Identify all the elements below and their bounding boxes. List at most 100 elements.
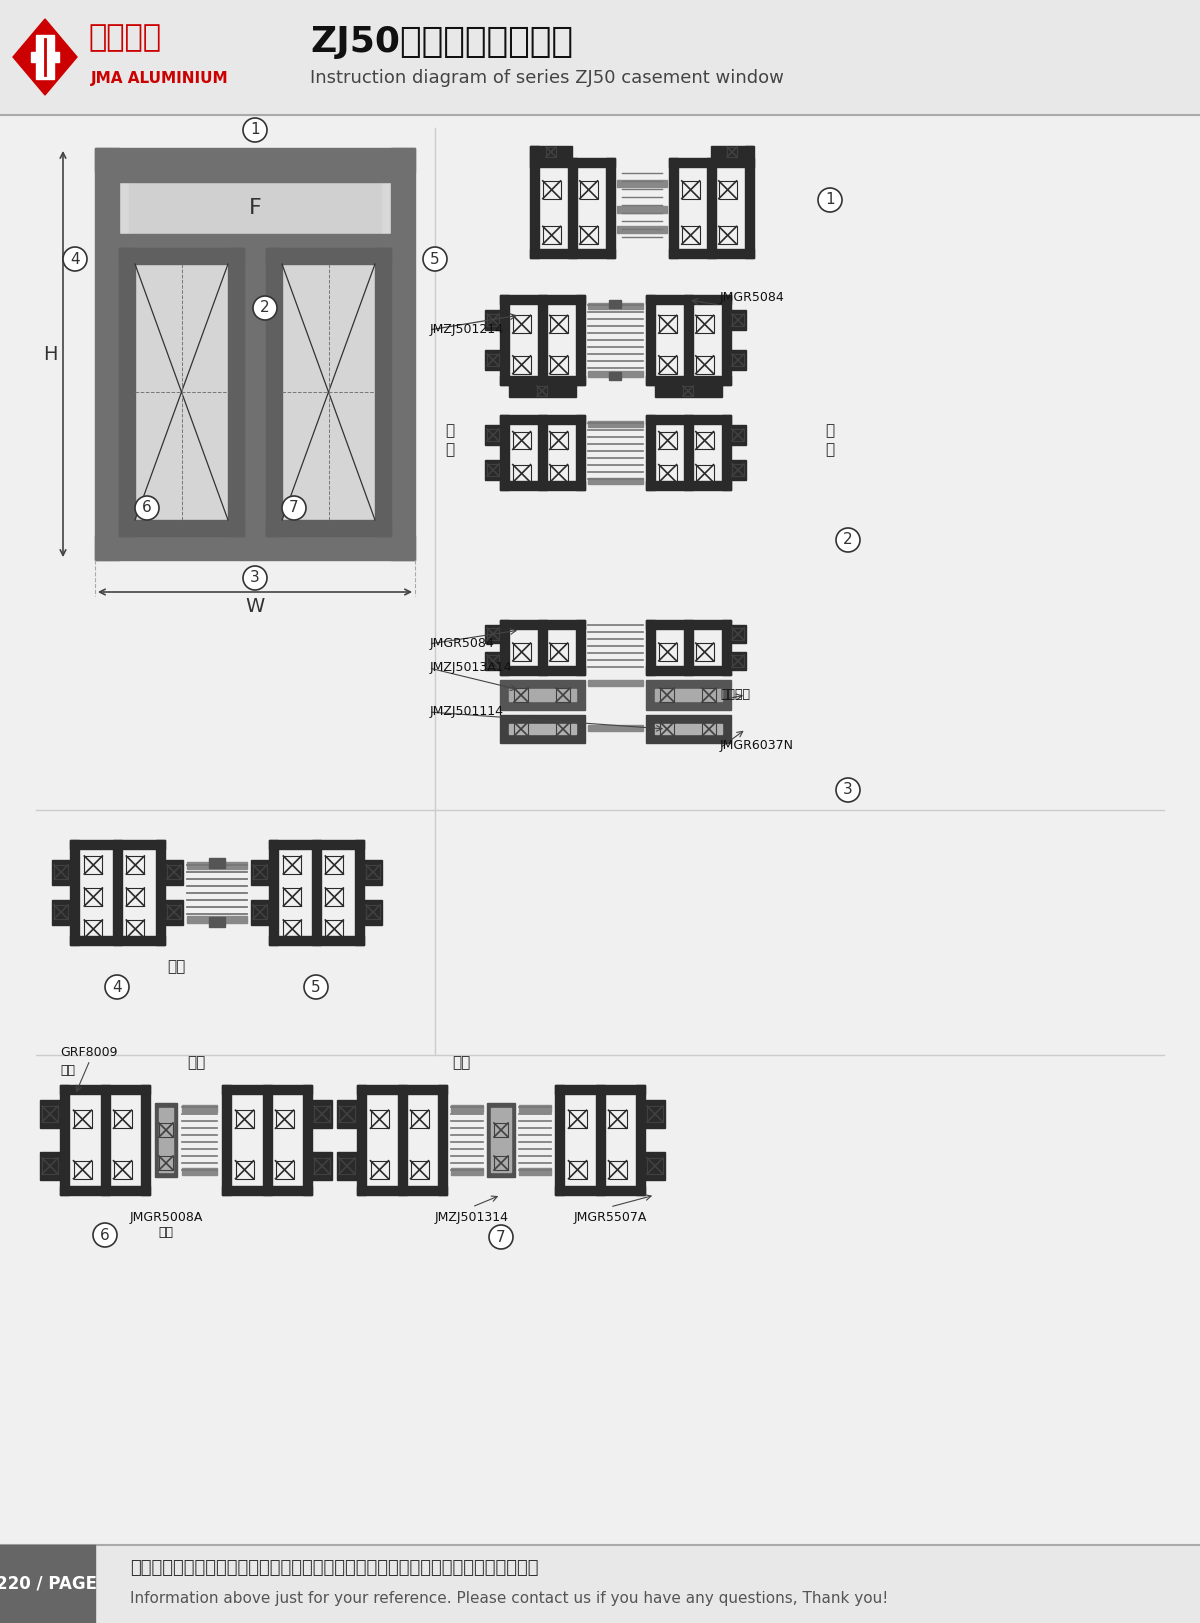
- Bar: [119, 248, 244, 265]
- Bar: [588, 479, 643, 484]
- Bar: [576, 415, 586, 490]
- Bar: [52, 901, 70, 925]
- Bar: [371, 1110, 389, 1128]
- Bar: [646, 620, 731, 630]
- Text: 角码: 角码: [158, 1227, 174, 1240]
- Bar: [731, 459, 746, 480]
- Bar: [646, 665, 731, 675]
- Bar: [696, 315, 714, 333]
- Bar: [276, 1160, 294, 1178]
- Bar: [101, 1086, 110, 1195]
- Bar: [647, 1105, 662, 1121]
- Bar: [608, 1110, 626, 1128]
- Bar: [550, 315, 568, 333]
- Bar: [500, 680, 586, 709]
- Text: 图中所示型材截面、装配、编号、尺寸及重量仅供参考。如有疑问，请向本公司查询。: 图中所示型材截面、装配、编号、尺寸及重量仅供参考。如有疑问，请向本公司查询。: [130, 1560, 539, 1578]
- Bar: [340, 1105, 355, 1121]
- Bar: [596, 1086, 605, 1195]
- Bar: [187, 915, 247, 923]
- Bar: [646, 295, 731, 304]
- Bar: [119, 172, 391, 234]
- Text: 室外: 室外: [167, 959, 185, 974]
- Bar: [494, 1156, 508, 1170]
- Circle shape: [94, 1224, 118, 1246]
- Bar: [166, 860, 182, 885]
- Bar: [655, 385, 722, 398]
- Bar: [487, 656, 499, 667]
- Text: 坚美铝业: 坚美铝业: [88, 23, 161, 52]
- Text: 220 / PAGE: 220 / PAGE: [0, 1574, 97, 1594]
- Bar: [569, 1160, 587, 1178]
- Bar: [500, 415, 586, 424]
- Bar: [659, 643, 677, 661]
- Bar: [500, 665, 586, 675]
- Bar: [167, 865, 181, 880]
- Bar: [500, 620, 586, 630]
- Bar: [487, 628, 499, 639]
- Bar: [696, 432, 714, 450]
- Bar: [530, 146, 572, 157]
- Bar: [36, 36, 54, 80]
- Bar: [391, 148, 415, 560]
- Bar: [491, 1109, 511, 1172]
- Text: 5: 5: [311, 980, 320, 995]
- Circle shape: [106, 975, 130, 1000]
- Bar: [646, 377, 731, 385]
- Text: 5: 5: [430, 252, 440, 266]
- Circle shape: [242, 118, 266, 141]
- Bar: [0, 1545, 95, 1623]
- Bar: [512, 643, 530, 661]
- Bar: [235, 1160, 253, 1178]
- Bar: [312, 841, 322, 945]
- Bar: [269, 841, 364, 849]
- Text: 2: 2: [260, 300, 270, 315]
- Bar: [683, 386, 694, 396]
- Bar: [398, 1086, 407, 1195]
- Text: JMGR5507A: JMGR5507A: [574, 1211, 647, 1224]
- Text: 7: 7: [289, 500, 299, 516]
- Text: 1: 1: [826, 193, 835, 208]
- Bar: [722, 620, 731, 675]
- Text: JMZJ501114: JMZJ501114: [430, 706, 504, 719]
- Bar: [60, 1086, 70, 1195]
- Bar: [538, 386, 547, 396]
- Bar: [670, 248, 754, 258]
- Bar: [530, 248, 616, 258]
- Bar: [60, 1086, 150, 1094]
- Bar: [732, 428, 744, 441]
- Bar: [283, 855, 301, 875]
- Bar: [60, 1186, 150, 1195]
- Bar: [556, 688, 570, 703]
- Circle shape: [253, 295, 277, 320]
- Bar: [84, 920, 102, 938]
- Bar: [732, 354, 744, 367]
- Bar: [608, 1160, 626, 1178]
- Bar: [283, 888, 301, 906]
- Text: 室内: 室内: [187, 1055, 205, 1071]
- Bar: [340, 1157, 355, 1173]
- Bar: [84, 855, 102, 875]
- Circle shape: [64, 247, 88, 271]
- Bar: [520, 1105, 551, 1112]
- Text: Instruction diagram of series ZJ50 casement window: Instruction diagram of series ZJ50 casem…: [310, 70, 784, 88]
- Bar: [719, 226, 737, 243]
- Bar: [550, 355, 568, 373]
- Bar: [550, 432, 568, 450]
- Text: 室外: 室外: [452, 1055, 470, 1071]
- Bar: [617, 180, 667, 187]
- Bar: [167, 906, 181, 919]
- Bar: [500, 295, 586, 304]
- Bar: [266, 248, 282, 536]
- Bar: [487, 428, 499, 441]
- Bar: [485, 351, 500, 370]
- Bar: [530, 157, 539, 258]
- Bar: [646, 716, 731, 743]
- Bar: [276, 1110, 294, 1128]
- Bar: [119, 248, 134, 536]
- Bar: [209, 917, 226, 927]
- Text: JMGR5008A: JMGR5008A: [130, 1211, 203, 1224]
- Bar: [588, 725, 643, 730]
- Text: GRF8009: GRF8009: [60, 1047, 118, 1060]
- Text: 2: 2: [844, 532, 853, 547]
- Bar: [42, 1105, 58, 1121]
